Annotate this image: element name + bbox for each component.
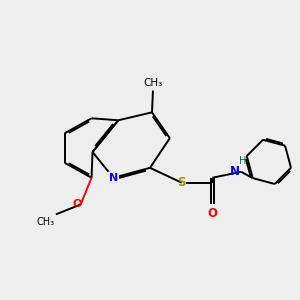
Text: O: O xyxy=(73,200,82,209)
Text: H: H xyxy=(239,156,246,167)
Text: S: S xyxy=(178,176,186,189)
Text: CH₃: CH₃ xyxy=(36,218,54,227)
Text: N: N xyxy=(109,173,118,183)
Text: CH₃: CH₃ xyxy=(143,78,163,88)
Text: O: O xyxy=(207,207,218,220)
Text: N: N xyxy=(230,165,240,178)
